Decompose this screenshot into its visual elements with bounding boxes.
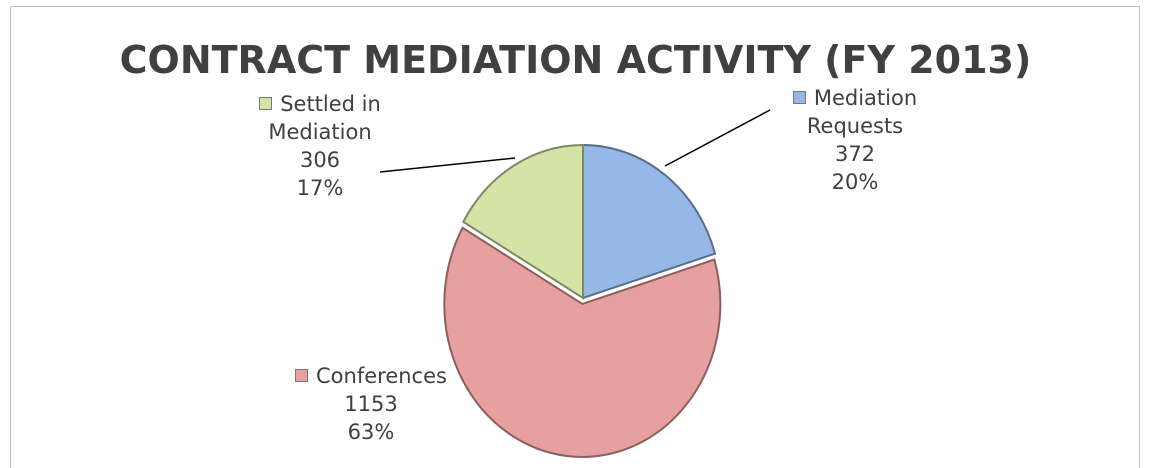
label-value: 372 (834, 142, 876, 166)
label-value: 306 (299, 148, 341, 172)
label-name: Settled in Mediation (268, 92, 381, 144)
label-value: 1153 (344, 392, 398, 416)
legend-swatch (259, 97, 273, 110)
data-label: Conferences 1153 63% (286, 362, 456, 446)
data-label: Mediation Requests 372 20% (780, 84, 930, 196)
data-label: Settled in Mediation 306 17% (245, 90, 395, 202)
label-percent: 20% (831, 170, 879, 194)
label-name: Conferences (316, 364, 447, 388)
label-percent: 17% (296, 176, 344, 200)
label-percent: 63% (347, 420, 395, 444)
pie-slice (443, 226, 722, 458)
chart-frame (10, 6, 1140, 468)
chart-title: CONTRACT MEDIATION ACTIVITY (FY 2013) (119, 38, 1032, 82)
leader-line (379, 157, 516, 173)
pie-slice (582, 143, 717, 300)
label-name: Mediation Requests (806, 86, 918, 138)
leader-line (664, 109, 771, 167)
legend-swatch (295, 369, 309, 382)
pie-slice (461, 143, 584, 300)
legend-swatch (792, 91, 806, 104)
